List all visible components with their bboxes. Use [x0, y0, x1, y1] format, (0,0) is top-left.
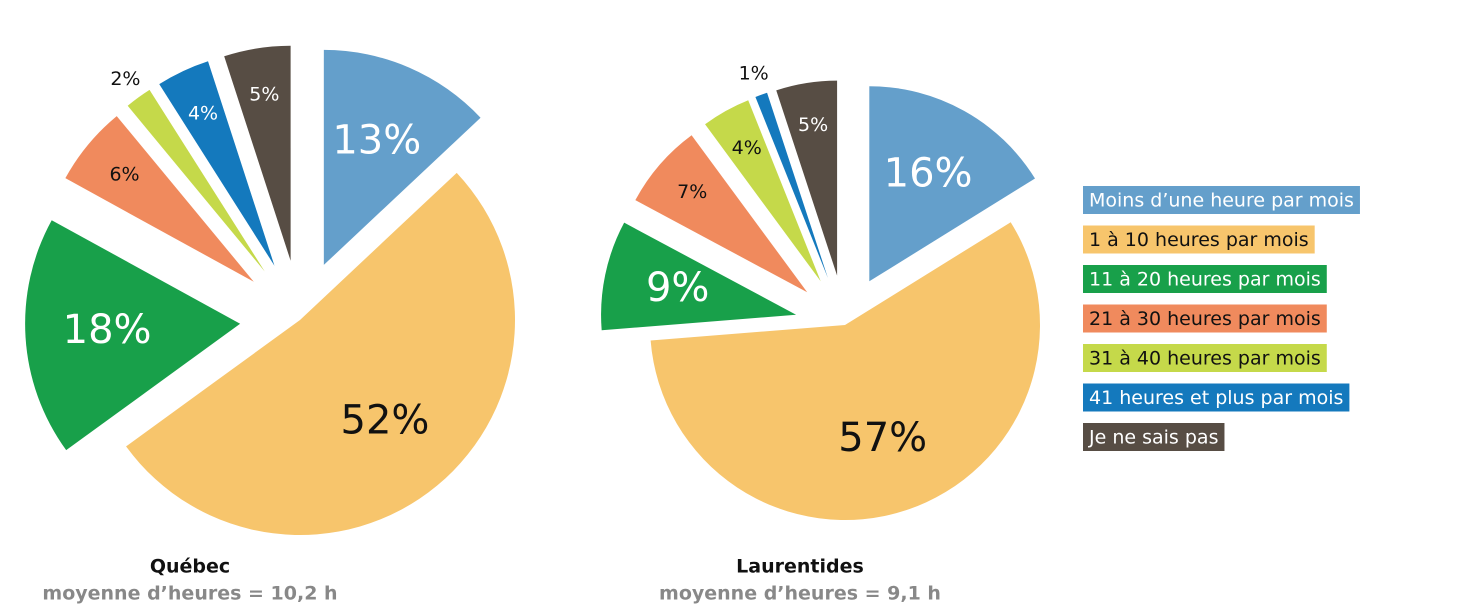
- legend-label: 41 heures et plus par mois: [1089, 387, 1343, 409]
- pie-slice: [869, 86, 1036, 282]
- slice-label: 4%: [732, 137, 762, 159]
- pie-slice: [126, 172, 515, 535]
- legend-swatch: [1083, 225, 1315, 254]
- slice-label: 57%: [838, 415, 927, 461]
- slice-label: 18%: [63, 307, 152, 353]
- pie-subtitle: moyenne d’heures = 10,2 h: [42, 583, 337, 605]
- pie-subtitle: moyenne d’heures = 9,1 h: [659, 583, 941, 605]
- legend-label: Moins d’une heure par mois: [1089, 190, 1354, 212]
- slice-label: 9%: [646, 265, 709, 311]
- slice-label: 5%: [249, 84, 279, 106]
- pie-slice: [159, 61, 275, 266]
- slice-label: 6%: [109, 163, 139, 185]
- pie-slice: [755, 92, 828, 279]
- slice-label: 2%: [110, 68, 140, 90]
- legend-label: 1 à 10 heures par mois: [1089, 229, 1309, 251]
- legend-label: 21 à 30 heures par mois: [1089, 308, 1321, 330]
- pie-slice: [776, 80, 838, 276]
- pie-slice: [635, 135, 808, 293]
- pie-title: Laurentides: [736, 556, 864, 578]
- legend-swatch: [1083, 423, 1225, 451]
- pie-slice: [323, 49, 481, 265]
- pie-slice: [650, 222, 1040, 520]
- pie-slice: [25, 220, 241, 451]
- legend-swatch: [1083, 383, 1350, 412]
- legend-label: 11 à 20 heures par mois: [1089, 269, 1321, 291]
- slice-label: 13%: [332, 118, 421, 164]
- legend-swatch: [1083, 265, 1327, 293]
- slice-label: 1%: [739, 63, 769, 85]
- slice-label: 7%: [677, 181, 707, 203]
- pie-slice: [65, 116, 254, 282]
- pie-slice: [127, 89, 265, 272]
- slice-label: 4%: [188, 102, 218, 124]
- legend-label: 31 à 40 heures par mois: [1089, 348, 1321, 370]
- pie-title: Québec: [150, 556, 230, 578]
- pie-slice: [224, 45, 291, 261]
- slice-label: 5%: [798, 114, 828, 136]
- legend-swatch: [1083, 186, 1360, 214]
- pie-slice: [705, 100, 821, 282]
- slice-label: 52%: [341, 398, 430, 444]
- legend-swatch: [1083, 344, 1327, 372]
- pie-slice: [601, 222, 797, 331]
- legend-swatch: [1083, 304, 1327, 333]
- slice-label: 16%: [884, 151, 973, 197]
- legend-label: Je ne sais pas: [1088, 427, 1218, 449]
